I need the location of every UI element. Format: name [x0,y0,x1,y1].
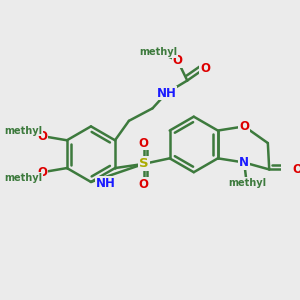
Text: O: O [139,178,149,191]
Text: O: O [239,120,249,133]
Text: O: O [38,166,47,179]
Text: S: S [139,158,148,170]
Text: O: O [172,54,182,67]
Text: methyl: methyl [4,126,42,136]
Text: O: O [139,136,149,150]
Text: O: O [38,130,47,142]
Text: NH: NH [96,177,116,190]
Text: O: O [200,61,210,74]
Text: NH: NH [157,86,176,100]
Text: methyl: methyl [139,47,177,57]
Text: methyl: methyl [4,173,42,183]
Text: N: N [239,156,249,169]
Text: methyl: methyl [228,178,266,188]
Text: O: O [292,163,300,176]
